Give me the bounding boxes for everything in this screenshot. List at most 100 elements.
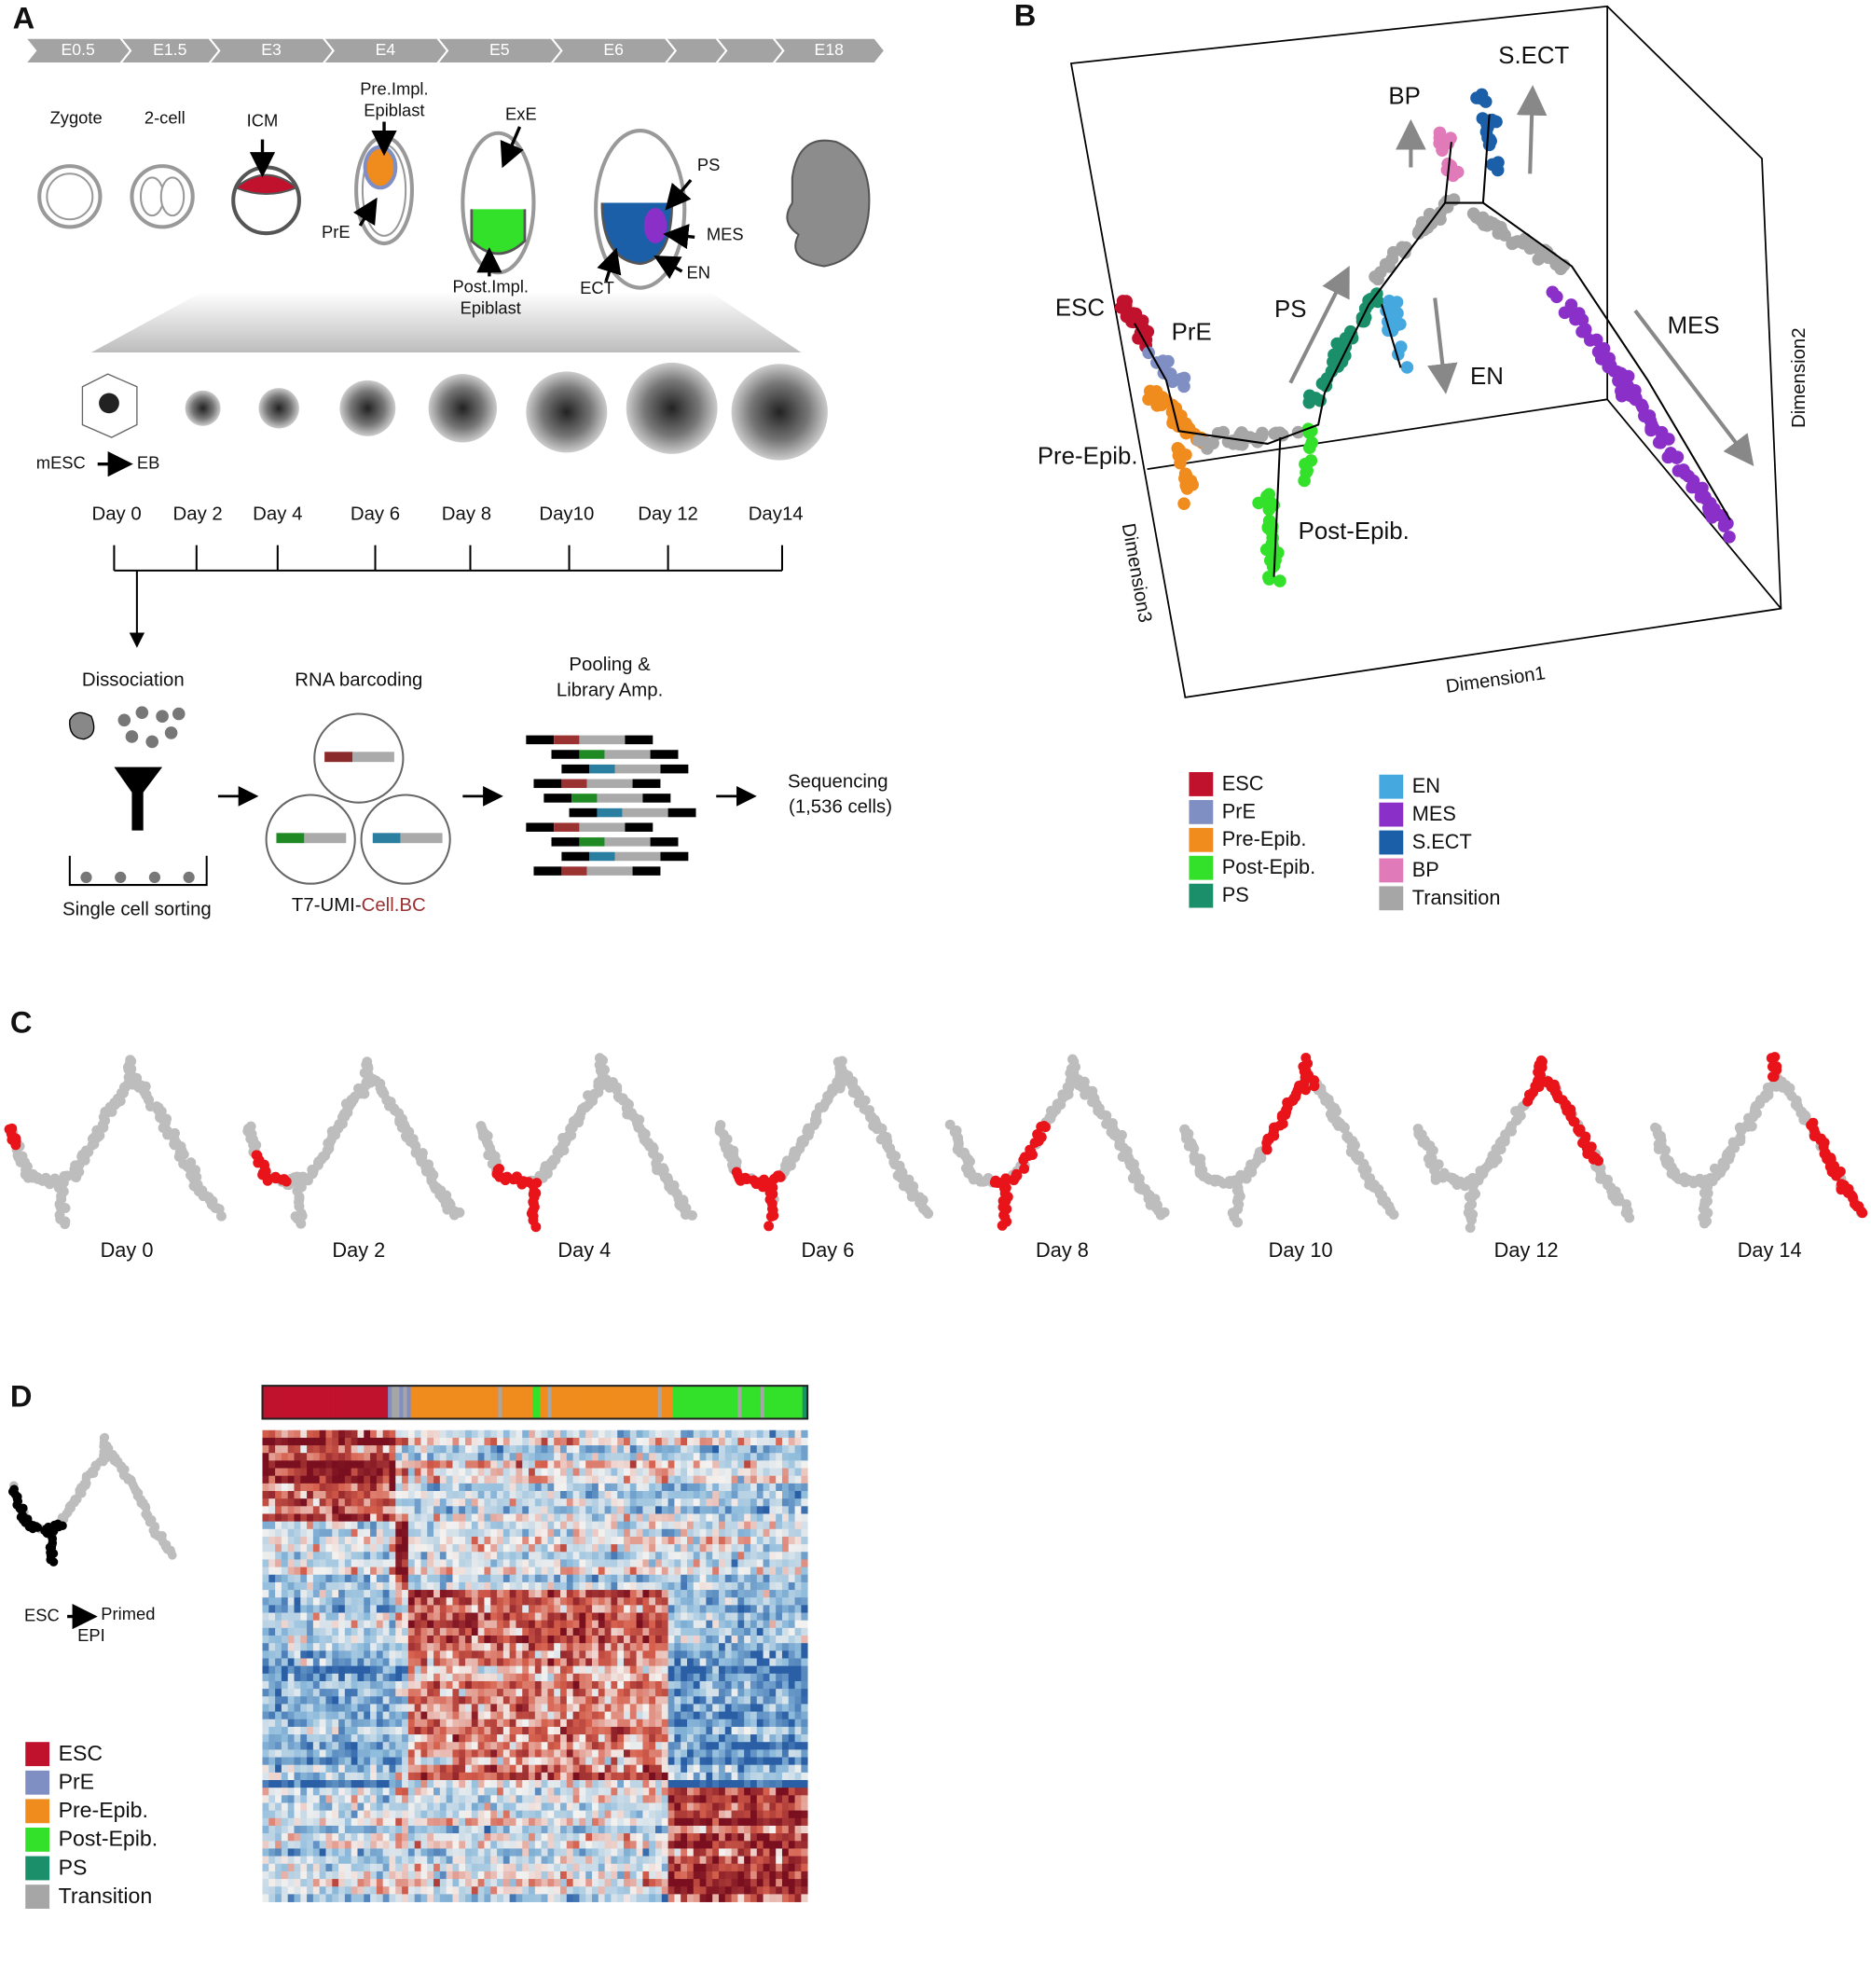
heat-cell <box>667 1468 675 1477</box>
heat-cell <box>262 1528 269 1538</box>
heat-cell <box>585 1590 593 1598</box>
heat-cell <box>794 1429 802 1439</box>
heat-cell <box>598 1605 606 1613</box>
heat-cell <box>674 1468 681 1477</box>
heat-cell <box>699 1468 707 1477</box>
annotation-cell <box>749 1386 754 1419</box>
heat-cell <box>655 1597 663 1606</box>
heat-cell <box>452 1590 460 1598</box>
heat-cell <box>294 1445 301 1454</box>
heat-cell <box>332 1498 339 1507</box>
heat-cell <box>275 1460 282 1469</box>
heat-cell <box>477 1437 485 1446</box>
heat-cell <box>642 1658 650 1667</box>
heat-cell <box>661 1475 669 1484</box>
heat-cell <box>763 1483 770 1492</box>
heat-cell <box>477 1636 485 1644</box>
heat-cell <box>471 1597 479 1606</box>
heat-cell <box>560 1590 568 1598</box>
heat-cell <box>629 1673 638 1682</box>
heat-cell <box>547 1612 555 1622</box>
heat-cell <box>560 1574 568 1583</box>
read-body <box>604 750 651 759</box>
heat-cell <box>502 1491 511 1499</box>
heat-cell <box>312 1643 321 1651</box>
heat-cell <box>781 1460 790 1469</box>
heat-cell <box>307 1429 314 1439</box>
cell-dot <box>1554 262 1567 276</box>
heat-cell <box>737 1627 745 1636</box>
heat-cell <box>439 1498 447 1507</box>
heat-cell <box>681 1567 688 1576</box>
annotation-cell <box>368 1386 374 1419</box>
heat-cell <box>636 1536 643 1545</box>
heat-cell <box>357 1544 365 1553</box>
heat-cell <box>604 1673 612 1682</box>
heat-cell <box>699 1673 707 1682</box>
heat-cell <box>554 1574 561 1583</box>
heat-cell <box>642 1574 650 1583</box>
heat-cell <box>516 1513 523 1523</box>
heat-cell <box>681 1643 688 1651</box>
heat-cell <box>420 1581 428 1591</box>
annotation-cell <box>460 1386 465 1419</box>
heat-cell <box>781 1521 790 1530</box>
heat-cell <box>420 1460 428 1469</box>
heat-cell <box>407 1513 416 1523</box>
heat-cell <box>459 1521 466 1530</box>
heat-cell <box>402 1620 409 1629</box>
heat-cell <box>477 1612 485 1622</box>
heat-cell <box>572 1650 580 1659</box>
heat-cell <box>319 1437 326 1446</box>
heat-cell <box>769 1643 777 1651</box>
heat-cell <box>414 1665 421 1675</box>
annotation-cell <box>562 1386 568 1419</box>
heat-cell <box>307 1597 314 1606</box>
heat-cell <box>433 1636 441 1644</box>
heat-cell <box>541 1498 548 1507</box>
heat-cell <box>300 1574 308 1583</box>
annotation-cell <box>783 1386 788 1419</box>
heat-cell <box>281 1483 289 1492</box>
heat-cell <box>699 1528 707 1538</box>
heat-cell <box>325 1559 333 1567</box>
heat-cell <box>744 1536 751 1545</box>
heat-cell <box>427 1445 434 1454</box>
legend-swatch <box>25 1770 50 1795</box>
heat-cell <box>674 1650 681 1659</box>
heat-cell <box>357 1506 365 1514</box>
annotation-cell <box>509 1386 515 1419</box>
heat-cell <box>756 1581 764 1591</box>
annotation-cell <box>346 1386 351 1419</box>
heat-cell <box>547 1513 555 1523</box>
heat-cell <box>744 1475 751 1484</box>
heat-cell <box>604 1643 612 1651</box>
heat-cell <box>756 1658 764 1667</box>
heat-cell <box>781 1567 790 1576</box>
heat-cell <box>617 1521 625 1530</box>
heat-cell <box>801 1581 808 1591</box>
heat-cell <box>427 1658 434 1667</box>
heat-cell <box>769 1567 777 1576</box>
heat-cell <box>357 1590 365 1598</box>
heat-cell <box>534 1620 543 1629</box>
heat-cell <box>636 1643 643 1651</box>
heat-cell <box>522 1506 530 1514</box>
heat-cell <box>737 1567 745 1576</box>
annotation-cell <box>547 1386 552 1419</box>
heat-cell <box>585 1528 593 1538</box>
heat-cell <box>636 1513 643 1523</box>
heat-cell <box>712 1636 720 1644</box>
heat-cell <box>294 1574 301 1583</box>
heat-cell <box>788 1620 795 1629</box>
heat-cell <box>452 1475 460 1484</box>
annotation-cell <box>403 1386 407 1419</box>
heat-cell <box>737 1475 745 1484</box>
heat-cell <box>776 1643 783 1651</box>
heat-cell <box>731 1468 738 1477</box>
heat-cell <box>484 1643 491 1651</box>
heat-cell <box>395 1491 403 1499</box>
heat-cell <box>402 1581 409 1591</box>
heat-cell <box>763 1650 770 1659</box>
heat-cell <box>681 1483 688 1492</box>
